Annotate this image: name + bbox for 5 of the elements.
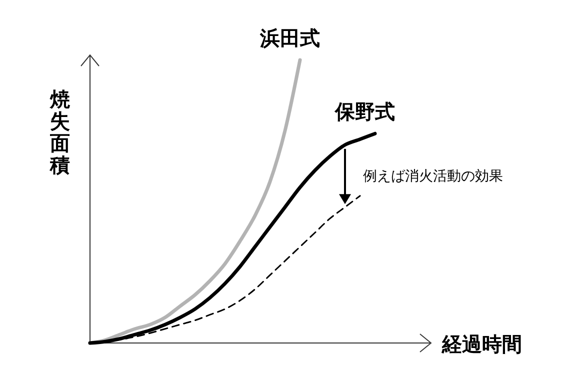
annotation: 例えば消火活動の効果 bbox=[363, 168, 503, 185]
y-axis-title: 焼失面積 bbox=[49, 87, 71, 177]
x-axis-title: 経過時間 bbox=[441, 332, 522, 356]
series-label: 保野式 bbox=[334, 100, 395, 124]
series-label: 浜田式 bbox=[259, 26, 320, 50]
